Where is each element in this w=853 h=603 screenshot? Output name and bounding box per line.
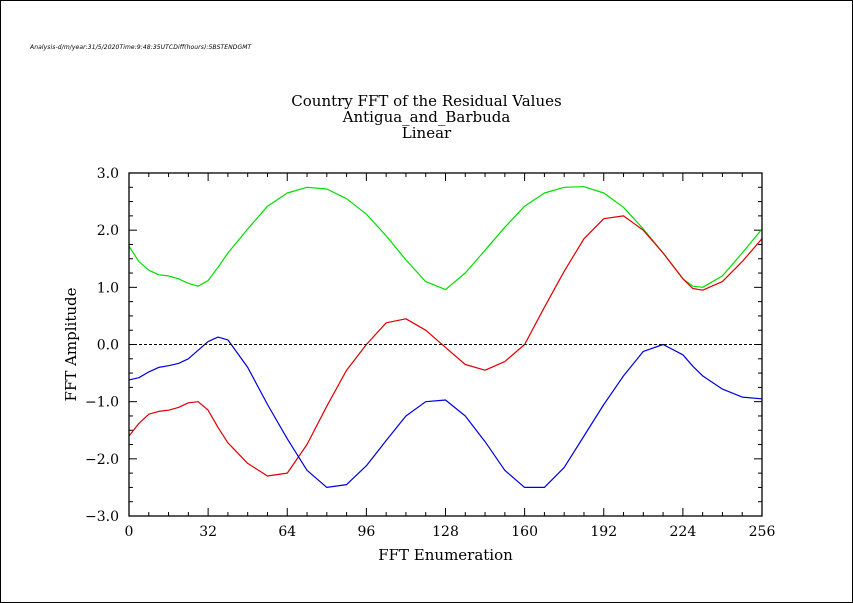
y-tick-label: 2.0 [97, 223, 119, 239]
x-tick-label: 160 [511, 524, 538, 540]
series-line-1 [128, 186, 763, 291]
y-tick-label: 0.0 [97, 338, 119, 354]
y-tick-label: −1.0 [85, 395, 119, 411]
analysis-meta-text: Analysis-d/m/year:31/5/2020Time:9:48:35U… [30, 44, 252, 51]
x-tick-label: 128 [432, 524, 459, 540]
series-line-2 [128, 215, 763, 477]
chart-subtitle-method: Linear [401, 124, 452, 142]
plot-area-border [128, 172, 763, 517]
series-line-3 [128, 336, 763, 488]
axis-tick-labels: 0 32 64 96 128 160 192 224 256 −3.0 −2.0 −1.0 0.0 1.0… [85, 166, 775, 540]
x-tick-label: 96 [357, 524, 375, 540]
x-tick-label: 256 [749, 524, 776, 540]
chart-title: Country FFT of the Residual Values [291, 92, 562, 110]
x-tick-label: 64 [278, 524, 296, 540]
x-tick-label: 224 [670, 524, 697, 540]
y-tick-label: 3.0 [97, 166, 119, 182]
chart-subtitle-country: Antigua_and_Barbuda [342, 108, 511, 126]
series-layer [128, 186, 763, 488]
y-tick-label: 1.0 [97, 280, 119, 296]
y-axis-label: FFT Amplitude [62, 287, 80, 401]
x-tick-label: 0 [125, 524, 134, 540]
y-tick-label: −2.0 [85, 452, 119, 468]
y-tick-label: −3.0 [85, 509, 119, 525]
x-tick-label: 32 [199, 524, 217, 540]
x-tick-label: 192 [590, 524, 617, 540]
x-axis-label: FFT Enumeration [378, 546, 513, 564]
